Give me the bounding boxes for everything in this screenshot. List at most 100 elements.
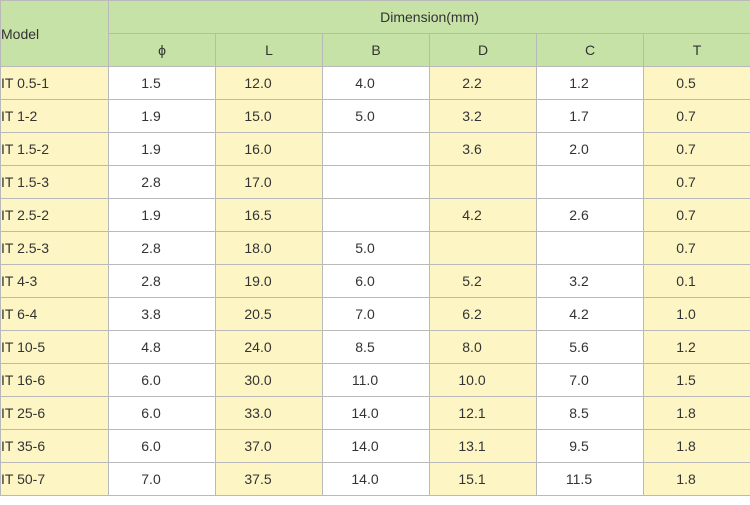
cell-value: 5.6 (569, 339, 589, 355)
cell-value: 14.0 (351, 405, 379, 421)
cell-t: 0.7 (642, 99, 750, 133)
cell-b (322, 132, 430, 166)
cell-l: 24.0 (215, 330, 323, 364)
cell-d: 6.2 (429, 297, 537, 331)
cell-t: 0.7 (642, 198, 750, 232)
model-cell: IT 0.5-1 (0, 66, 109, 100)
cell-value: 6.0 (355, 273, 375, 289)
cell-l: 12.0 (215, 66, 323, 100)
model-cell: IT 35-6 (0, 429, 109, 463)
cell-value: 11.5 (565, 471, 593, 487)
cell-d: 12.1 (429, 396, 537, 430)
cell-phi: 6.0 (108, 396, 216, 430)
cell-value: 1.7 (569, 108, 589, 124)
cell-d (429, 231, 537, 265)
cell-l: 30.0 (215, 363, 323, 397)
model-cell: IT 10-5 (0, 330, 109, 364)
cell-l: 33.0 (215, 396, 323, 430)
cell-value: 0.7 (676, 108, 696, 124)
cell-value: 1.5 (141, 75, 161, 91)
cell-value: 17.0 (244, 174, 272, 190)
cell-phi: 7.0 (108, 462, 216, 496)
table-body: IT 0.5-1 1.5 12.0 4.0 2.2 1.2 0.5 IT 1-2 1.9 15.0… (0, 66, 750, 496)
model-cell: IT 2.5-3 (0, 231, 109, 265)
cell-value: 6.2 (462, 306, 482, 322)
cell-c: 5.6 (536, 330, 644, 364)
column-header-t: T (642, 33, 750, 67)
model-cell: IT 1.5-3 (0, 165, 109, 199)
cell-phi: 6.0 (108, 363, 216, 397)
cell-value: 4.2 (462, 207, 482, 223)
cell-c: 9.5 (536, 429, 644, 463)
model-cell: IT 4-3 (0, 264, 109, 298)
cell-value: 1.9 (141, 207, 161, 223)
column-header-d: D (429, 33, 537, 67)
cell-value: 0.1 (676, 273, 696, 289)
cell-b: 6.0 (322, 264, 430, 298)
table-row: IT 4-3 2.8 19.0 6.0 5.2 3.2 0.1 (0, 264, 750, 298)
cell-value: 6.0 (141, 372, 161, 388)
cell-value: 24.0 (244, 339, 272, 355)
cell-l: 16.0 (215, 132, 323, 166)
cell-value: 8.5 (355, 339, 375, 355)
cell-value: 3.8 (141, 306, 161, 322)
cell-value: 2.8 (141, 273, 161, 289)
cell-phi: 2.8 (108, 165, 216, 199)
cell-value: 8.5 (569, 405, 589, 421)
cell-value: 1.8 (676, 471, 696, 487)
cell-d: 3.6 (429, 132, 537, 166)
subheader-row: ϕ L B D C T (1, 33, 750, 67)
cell-value: 10.0 (458, 372, 486, 388)
cell-value: 1.8 (676, 438, 696, 454)
cell-value: 1.8 (676, 405, 696, 421)
cell-t: 1.2 (642, 330, 750, 364)
cell-d: 4.2 (429, 198, 537, 232)
cell-b: 7.0 (322, 297, 430, 331)
cell-phi: 3.8 (108, 297, 216, 331)
model-cell: IT 6-4 (0, 297, 109, 331)
cell-phi: 4.8 (108, 330, 216, 364)
cell-value: 3.2 (462, 108, 482, 124)
cell-d: 8.0 (429, 330, 537, 364)
cell-value: 4.2 (569, 306, 589, 322)
cell-phi: 1.9 (108, 198, 216, 232)
cell-b: 14.0 (322, 429, 430, 463)
cell-c: 11.5 (536, 462, 644, 496)
cell-value: 3.2 (569, 273, 589, 289)
cell-value: 6.0 (141, 405, 161, 421)
cell-d: 15.1 (429, 462, 537, 496)
column-header-b: B (322, 33, 430, 67)
model-cell: IT 1-2 (0, 99, 109, 133)
cell-l: 37.5 (215, 462, 323, 496)
cell-value: 20.5 (244, 306, 272, 322)
cell-value: 0.7 (676, 207, 696, 223)
cell-t: 1.8 (642, 462, 750, 496)
cell-value: 12.0 (244, 75, 272, 91)
cell-value: 1.5 (676, 372, 696, 388)
model-cell: IT 16-6 (0, 363, 109, 397)
cell-value: 14.0 (351, 438, 379, 454)
cell-c: 2.6 (536, 198, 644, 232)
cell-value: 7.0 (569, 372, 589, 388)
column-header-c: C (536, 33, 644, 67)
cell-value: 0.5 (676, 75, 696, 91)
cell-c: 4.2 (536, 297, 644, 331)
cell-t: 1.8 (642, 396, 750, 430)
header-row: Model Dimension(mm) (0, 0, 750, 67)
cell-value: 0.7 (676, 141, 696, 157)
cell-value: 37.5 (244, 471, 272, 487)
cell-t: 0.1 (642, 264, 750, 298)
table-row: IT 1-2 1.9 15.0 5.0 3.2 1.7 0.7 (0, 99, 750, 133)
cell-c: 8.5 (536, 396, 644, 430)
cell-phi: 6.0 (108, 429, 216, 463)
cell-value: 4.0 (355, 75, 375, 91)
cell-value: 5.0 (355, 240, 375, 256)
cell-value: 7.0 (355, 306, 375, 322)
cell-b: 5.0 (322, 231, 430, 265)
cell-value: 16.0 (244, 141, 272, 157)
cell-b (322, 165, 430, 199)
cell-value: 13.1 (458, 438, 486, 454)
cell-l: 18.0 (215, 231, 323, 265)
cell-c: 2.0 (536, 132, 644, 166)
cell-value: 15.1 (458, 471, 486, 487)
